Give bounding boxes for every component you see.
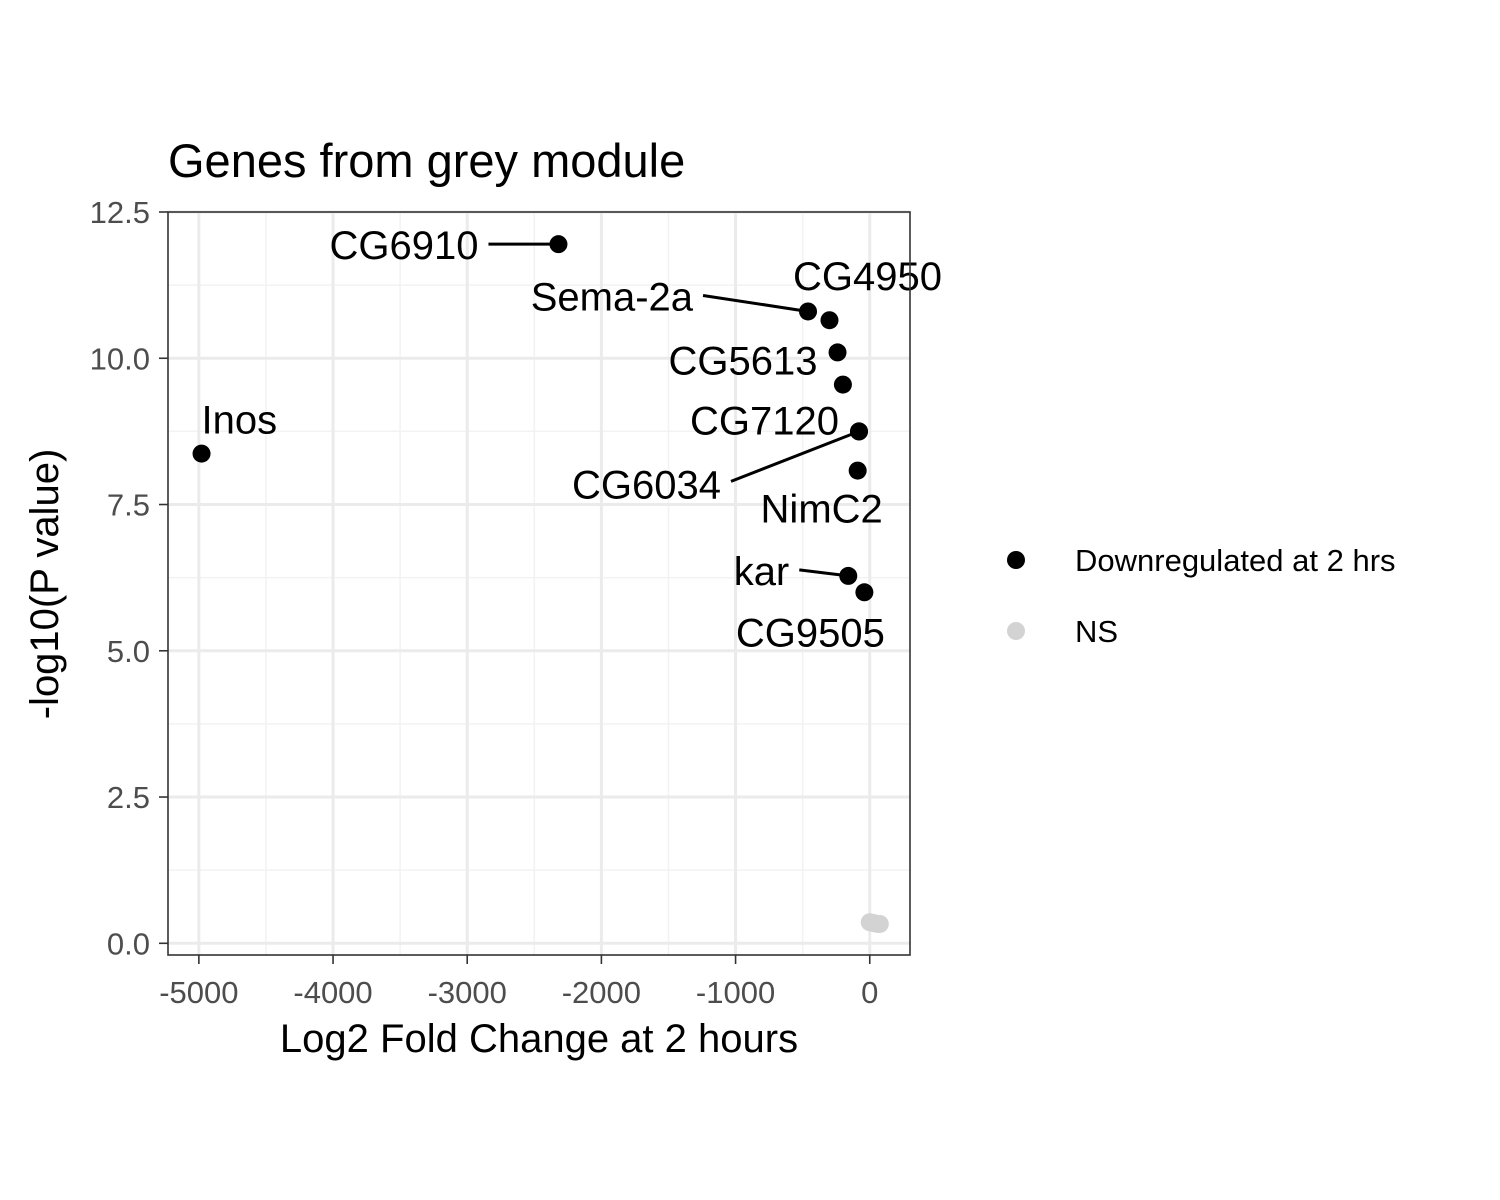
legend-label-downregulated: Downregulated at 2 hrs: [1075, 543, 1396, 578]
chart-title: Genes from grey module: [168, 134, 685, 187]
x-tick-labels: -5000 -4000 -3000 -2000 -1000 0: [159, 975, 878, 1010]
point-downregulated: [850, 422, 869, 441]
point-label: CG7120: [690, 399, 839, 443]
point-downregulated: [848, 461, 867, 480]
point-downregulated: [799, 302, 818, 321]
point-downregulated: [192, 444, 211, 463]
point-label: Sema-2a: [531, 275, 694, 319]
point-downregulated: [828, 343, 847, 362]
label-leader-line: [702, 293, 809, 313]
x-tick-label: -3000: [428, 975, 507, 1010]
point-label: CG9505: [736, 611, 885, 655]
point-downregulated: [833, 375, 852, 394]
x-axis-label: Log2 Fold Change at 2 hours: [280, 1017, 798, 1061]
point-label: NimC2: [761, 488, 883, 532]
legend-key-ns: [1007, 622, 1025, 640]
legend-label-ns: NS: [1075, 614, 1118, 649]
point-label: CG5613: [669, 339, 818, 383]
x-tick-label: -5000: [159, 975, 238, 1010]
x-tick-label: -1000: [696, 975, 775, 1010]
point-label: CG6910: [329, 224, 478, 268]
point-label: Inos: [202, 399, 278, 443]
data-points: [192, 235, 889, 933]
y-tick-label: 7.5: [107, 488, 150, 523]
point-downregulated: [549, 235, 568, 254]
point-label: CG6034: [572, 463, 721, 507]
point-label: CG4950: [793, 255, 942, 299]
point-downregulated: [839, 566, 858, 585]
plot-panel-border: [167, 211, 911, 956]
legend: Downregulated at 2 hrs NS: [1007, 543, 1396, 649]
minor-gridlines: [168, 212, 910, 955]
major-gridlines: [168, 210, 910, 955]
axis-ticks: [159, 211, 871, 964]
x-tick-label: 0: [861, 975, 878, 1010]
x-tick-label: -2000: [562, 975, 641, 1010]
point-downregulated: [820, 311, 839, 330]
point-labels: CG6910 Sema-2a CG4950 CG5613 CG7120 CG6034 Nim…: [202, 224, 942, 655]
y-tick-label: 12.5: [90, 195, 150, 230]
point-ns: [870, 914, 889, 933]
y-tick-label: 0.0: [107, 926, 150, 961]
y-tick-labels: 0.0 2.5 5.0 7.5 10.0 12.5: [90, 195, 150, 961]
legend-key-downregulated: [1007, 551, 1025, 569]
point-downregulated: [855, 583, 874, 602]
y-tick-label: 5.0: [107, 634, 150, 669]
point-label: kar: [734, 550, 790, 594]
y-tick-label: 10.0: [90, 341, 150, 376]
label-leader-line: [730, 429, 860, 483]
y-axis-label: -log10(P value): [23, 449, 67, 720]
x-tick-label: -4000: [293, 975, 372, 1010]
y-tick-label: 2.5: [107, 780, 150, 815]
